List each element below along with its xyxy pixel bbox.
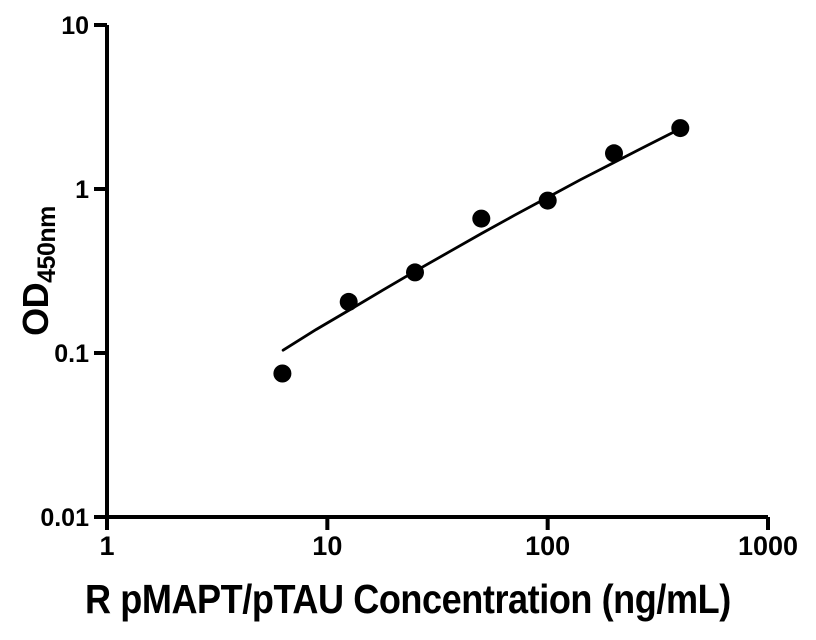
y-tick-label: 0.1 (54, 340, 89, 368)
x-tick-label: 100 (525, 531, 570, 561)
data-point (472, 209, 491, 228)
y-tick-label: 10 (61, 12, 89, 40)
data-points (273, 119, 690, 383)
x-tick-label: 10 (312, 531, 342, 561)
y-axis-ticks: 0.01 0.1 1 10 (40, 12, 107, 532)
x-axis-ticks: 1 10 100 1000 (99, 517, 798, 561)
x-tick-label: 1000 (738, 531, 798, 561)
y-tick-label: 1 (75, 176, 89, 204)
y-tick-label: 0.01 (40, 504, 89, 532)
data-point (605, 144, 623, 163)
axes (105, 25, 768, 519)
x-tick-label: 1 (99, 531, 114, 561)
data-point (273, 364, 292, 383)
axis-spine (105, 25, 768, 519)
fit-curve-line (281, 127, 683, 352)
